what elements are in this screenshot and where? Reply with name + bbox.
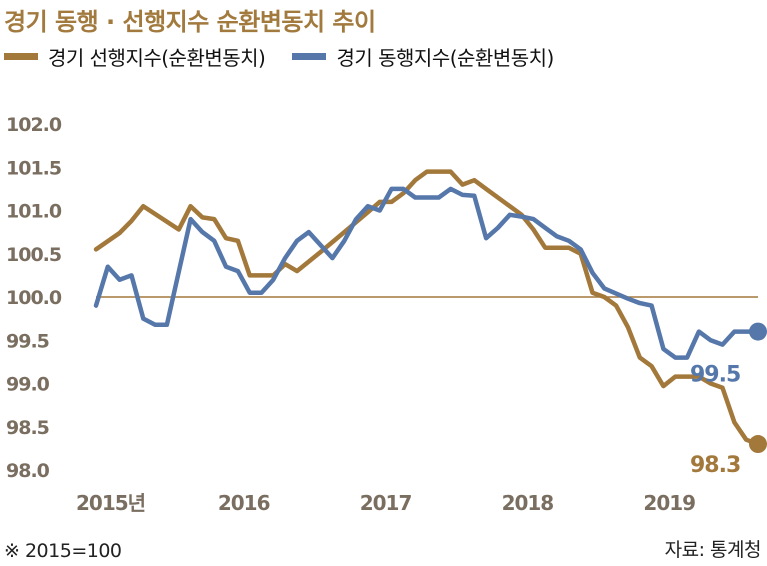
y-tick-label: 98.0 [6,460,50,482]
series-line-1 [93,186,761,360]
series-end-marker-0 [749,435,767,454]
x-tick-label: 2015년 [76,491,145,515]
y-tick-label: 101.0 [6,201,62,223]
x-tick-label: 2018 [502,491,554,515]
series-end-marker-1 [749,322,767,341]
base-year-note: ※ 2015=100 [4,540,122,562]
chart-title: 경기 동행 · 선행지수 순환변동치 추이 [4,8,376,36]
legend-label-coincident: 경기 동행지수(순환변동치) [336,46,554,70]
legend-item-coincident: 경기 동행지수(순환변동치) [292,42,554,71]
x-tick-label: 2017 [360,491,412,515]
series-end-label-1: 99.5 [690,363,740,388]
legend-swatch-leading [4,53,38,60]
x-tick-label: 2016 [218,491,270,515]
series-line-0 [93,169,761,447]
chart-legend: 경기 선행지수(순환변동치) 경기 동행지수(순환변동치) [4,42,576,82]
series-end-label-0: 98.3 [690,453,740,478]
y-tick-label: 99.0 [6,374,50,396]
y-tick-label: 98.5 [6,417,49,439]
legend-item-leading: 경기 선행지수(순환변동치) [4,42,266,71]
legend-label-leading: 경기 선행지수(순환변동치) [48,46,266,70]
y-tick-label: 100.5 [6,244,61,266]
data-source: 자료: 통계청 [664,539,762,561]
y-tick-label: 101.5 [6,157,61,179]
x-tick-label: 2019 [643,491,695,515]
y-tick-label: 99.5 [6,330,49,352]
legend-swatch-coincident [292,53,327,60]
y-tick-label: 102.0 [6,114,62,136]
y-tick-label: 100.0 [6,287,62,309]
